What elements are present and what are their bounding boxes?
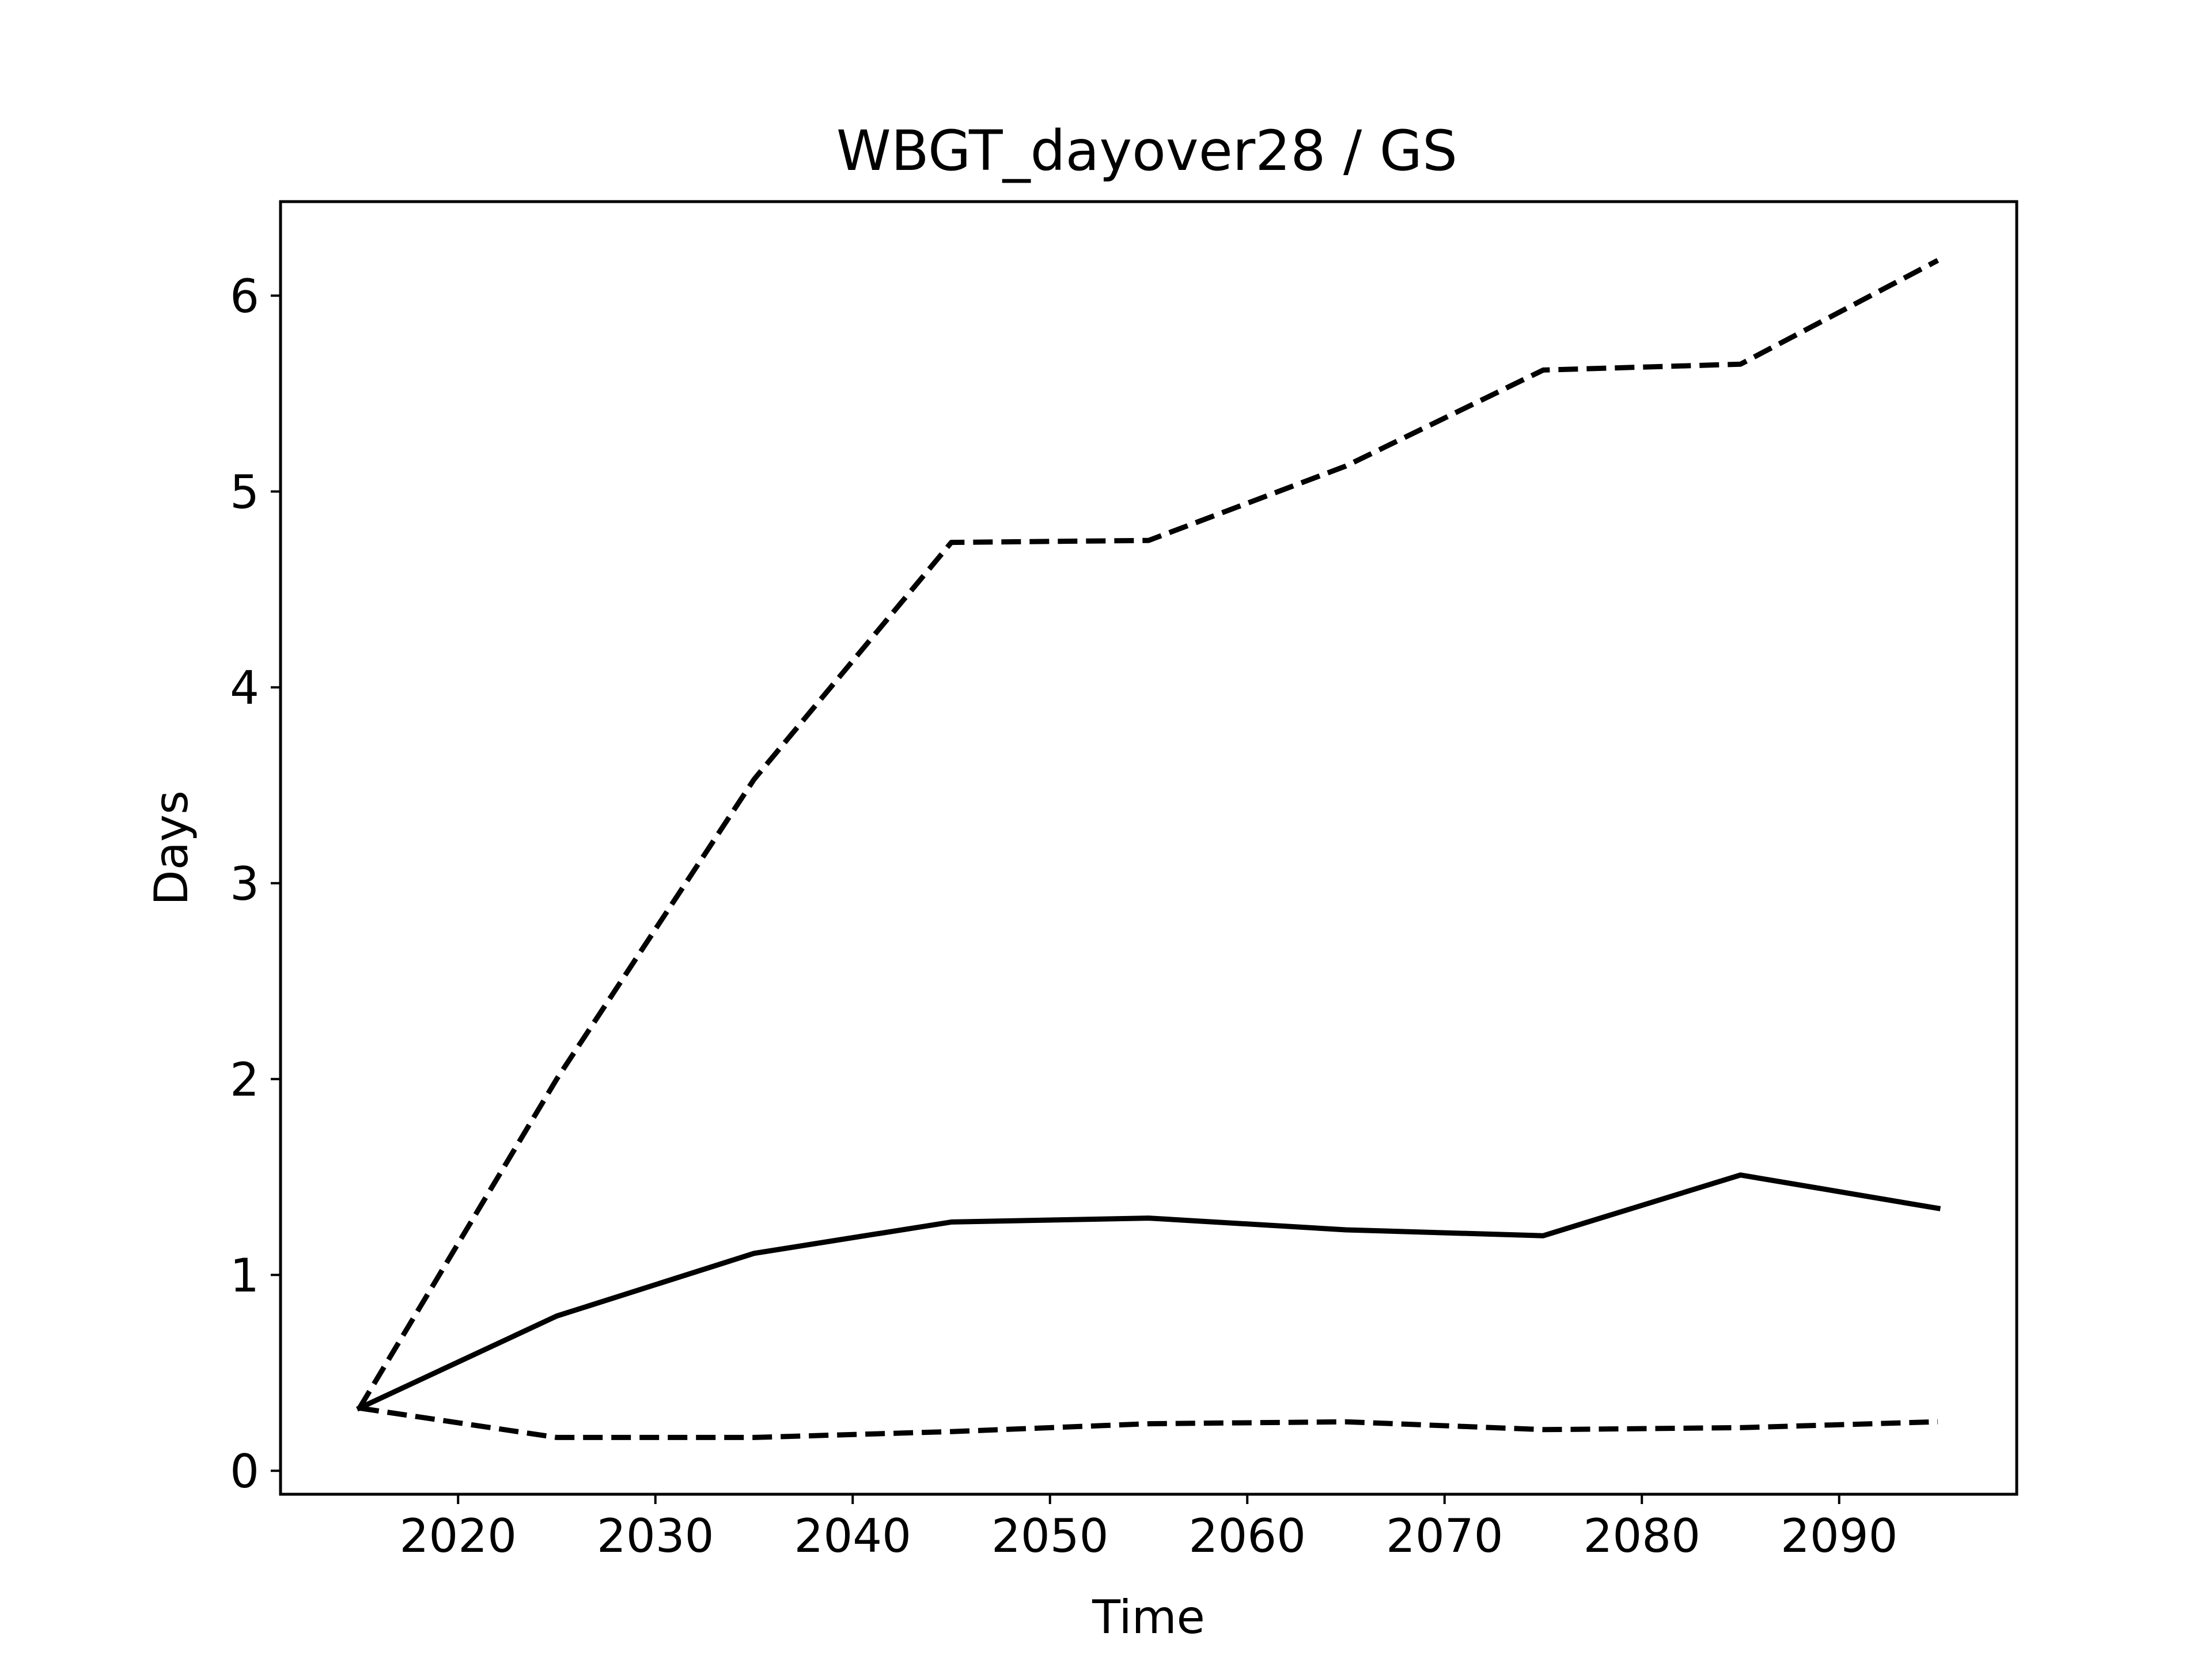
y-axis-ticks: 0 1 2 3 4 5 6 — [230, 270, 281, 1498]
x-tick-label: 2070 — [1386, 1509, 1503, 1563]
plot-lines — [356, 258, 1941, 1440]
x-tick-label: 2060 — [1188, 1509, 1306, 1563]
x-tick-label: 2050 — [991, 1509, 1109, 1563]
y-tick-label: 6 — [230, 270, 259, 323]
x-tick-label: 2040 — [794, 1509, 911, 1563]
y-tick-label: 5 — [230, 465, 259, 519]
x-axis-ticks: 2020 2030 2040 2050 2060 2070 2080 2090 — [399, 1494, 1898, 1563]
x-axis-label: Time — [1092, 1590, 1205, 1644]
y-tick-label: 1 — [230, 1249, 259, 1302]
chart-title: WBGT_dayover28 / GS — [836, 119, 1457, 183]
x-tick-label: 2020 — [399, 1509, 517, 1563]
y-tick-label: 2 — [230, 1053, 259, 1107]
y-tick-label: 0 — [230, 1445, 259, 1498]
series-line-1-solid — [356, 1172, 1941, 1412]
series-line-2-dashed — [357, 258, 1940, 1410]
x-tick-label: 2090 — [1781, 1509, 1898, 1563]
x-tick-label: 2030 — [597, 1509, 714, 1563]
y-tick-label: 3 — [230, 857, 259, 911]
y-tick-label: 4 — [230, 661, 259, 715]
plot-area-frame — [279, 200, 2018, 1496]
series-line-3-dashed — [359, 1405, 1938, 1440]
x-tick-label: 2080 — [1583, 1509, 1700, 1563]
y-axis-label: Days — [145, 790, 198, 906]
